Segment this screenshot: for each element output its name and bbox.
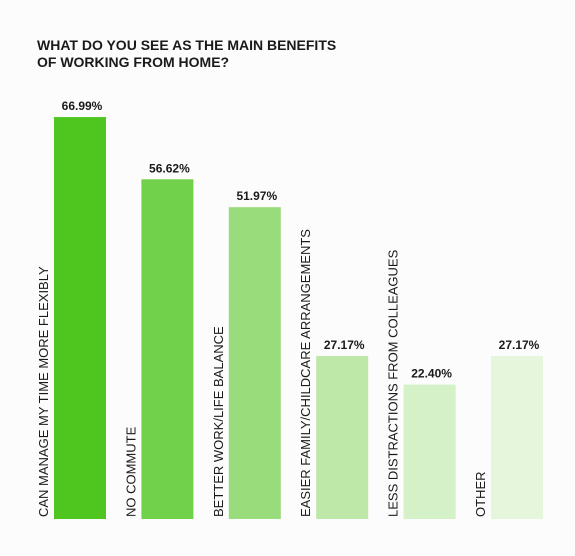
value-label: 22.40% — [411, 367, 452, 381]
value-label: 27.17% — [499, 338, 540, 352]
bar — [316, 355, 369, 519]
category-label: LESS DISTRACTIONS FROM COLLEAGUES — [386, 249, 401, 517]
bar — [228, 207, 281, 519]
category-label: NO COMMUTE — [123, 426, 138, 517]
category-label: EASIER FAMILY/CHILDCARE ARRANGEMENTS — [298, 229, 313, 517]
category-label: CAN MANAGE MY TIME MORE FLEXIBLY — [36, 266, 51, 517]
bar — [54, 117, 106, 519]
category-label: OTHER — [473, 472, 488, 518]
chart-title: WHAT DO YOU SEE AS THE MAIN BENEFITS — [37, 37, 336, 53]
bar — [491, 355, 543, 519]
bar — [403, 384, 456, 519]
value-label: 66.99% — [62, 99, 103, 113]
bar — [141, 179, 194, 519]
value-label: 51.97% — [236, 189, 277, 203]
chart-title: OF WORKING FROM HOME? — [37, 54, 229, 70]
value-label: 56.62% — [149, 161, 190, 175]
value-label: 27.17% — [324, 338, 365, 352]
category-label: BETTER WORK/LIFE BALANCE — [211, 326, 226, 517]
